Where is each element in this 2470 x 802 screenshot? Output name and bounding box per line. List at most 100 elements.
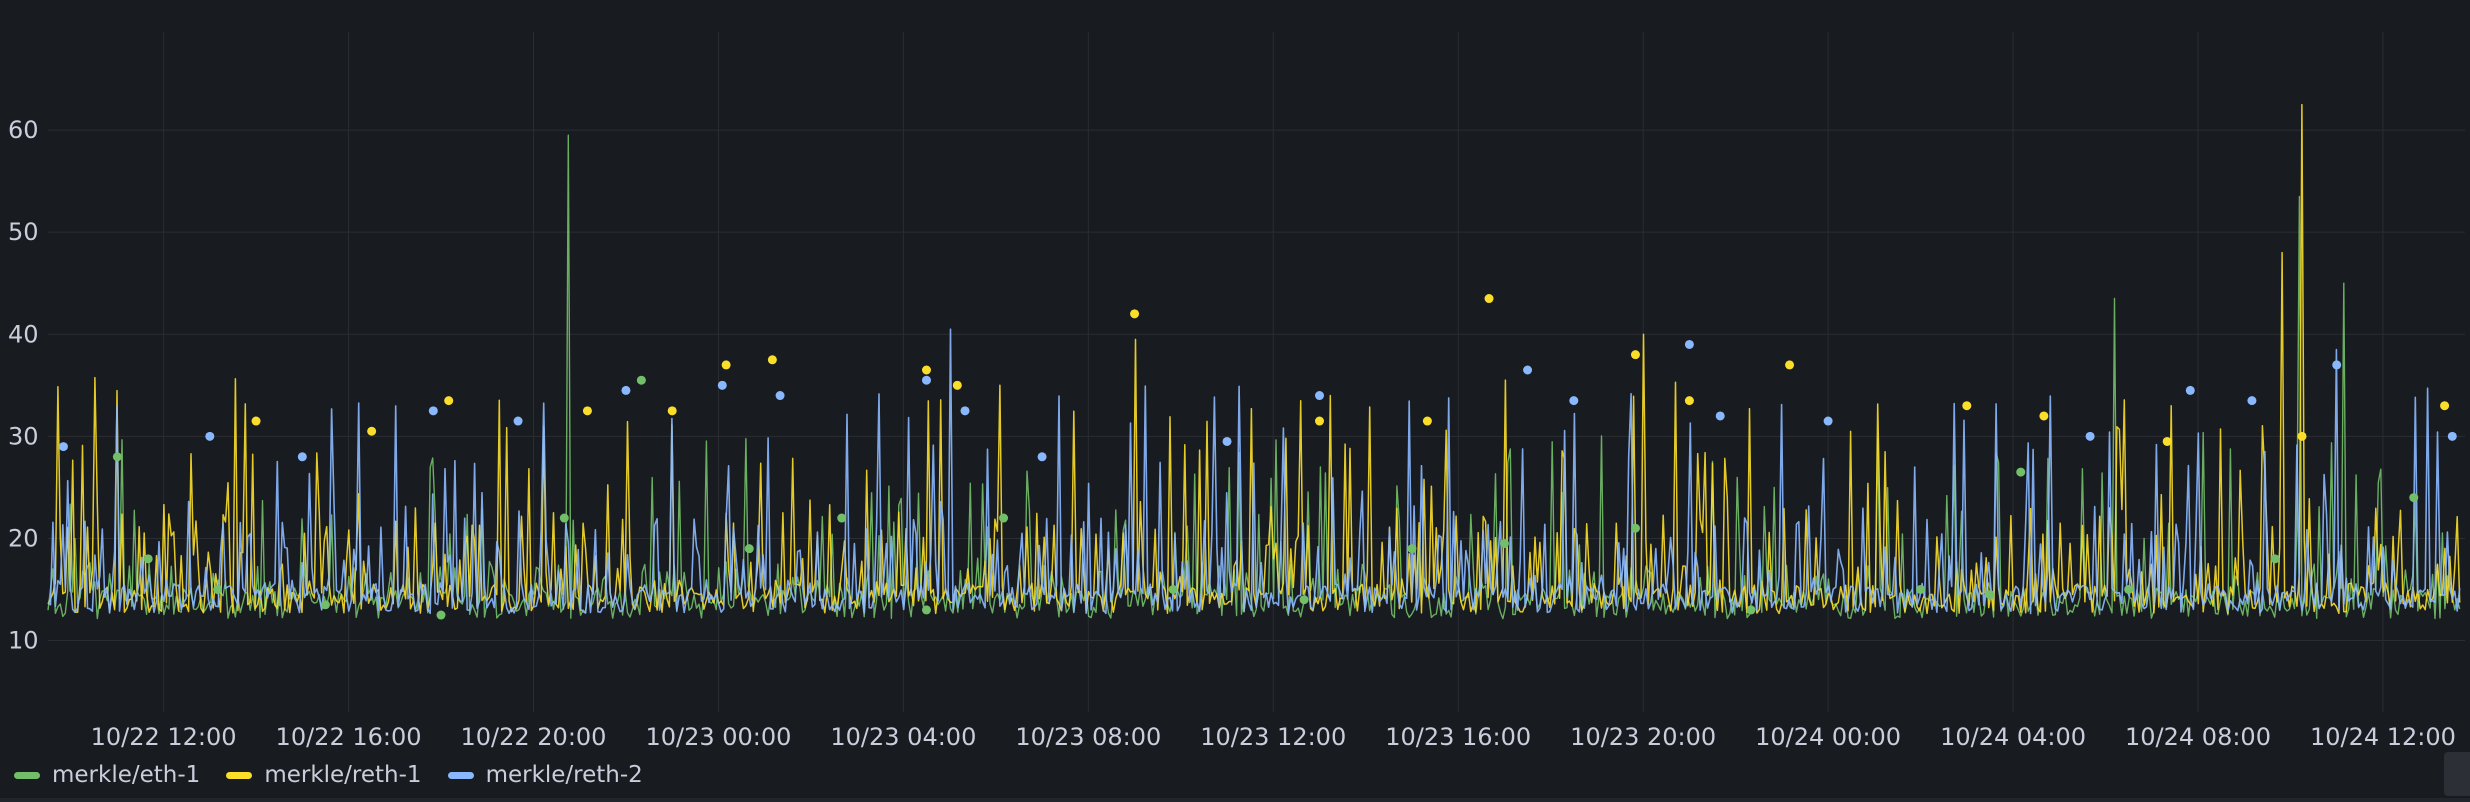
x-tick-label: 10/23 08:00 <box>1015 723 1161 750</box>
data-point-merkle-eth-1[interactable] <box>837 513 847 523</box>
x-tick-label: 10/24 04:00 <box>1940 723 2086 750</box>
y-tick-label: 40 <box>8 320 39 348</box>
data-point-merkle-reth-1[interactable] <box>1422 416 1432 426</box>
data-point-merkle-reth-1[interactable] <box>721 360 731 370</box>
data-point-merkle-reth-2[interactable] <box>1523 365 1533 375</box>
data-point-merkle-reth-1[interactable] <box>1962 401 1972 411</box>
data-point-merkle-reth-2[interactable] <box>2247 396 2257 406</box>
x-tick-label: 10/23 16:00 <box>1385 723 1531 750</box>
legend-label: merkle/reth-2 <box>485 762 643 788</box>
data-point-merkle-eth-1[interactable] <box>1168 584 1178 594</box>
data-point-merkle-eth-1[interactable] <box>1916 584 1926 594</box>
legend-item-merkle-reth-2[interactable]: merkle/reth-2 <box>447 762 643 788</box>
data-point-merkle-reth-2[interactable] <box>775 391 785 401</box>
data-point-merkle-reth-1[interactable] <box>2039 411 2049 421</box>
data-point-merkle-reth-1[interactable] <box>2162 436 2172 446</box>
data-point-merkle-eth-1[interactable] <box>559 513 569 523</box>
y-tick-label: 10 <box>8 627 39 655</box>
legend-swatch <box>447 771 474 779</box>
data-point-merkle-reth-1[interactable] <box>767 355 777 365</box>
data-point-merkle-reth-2[interactable] <box>513 416 523 426</box>
data-point-merkle-eth-1[interactable] <box>1407 544 1417 554</box>
time-series-chart[interactable]: 10 20 30 40 50 60 10/22 12:00 10/22 16:00 10/22 … <box>0 0 2470 750</box>
data-point-merkle-reth-1[interactable] <box>1130 309 1140 319</box>
legend-label: merkle/reth-1 <box>264 762 422 788</box>
scroll-handle[interactable] <box>2444 752 2470 796</box>
data-point-merkle-reth-2[interactable] <box>1684 339 1694 349</box>
data-point-merkle-eth-1[interactable] <box>1985 590 1995 600</box>
data-point-merkle-reth-2[interactable] <box>1037 452 1047 462</box>
x-tick-label: 10/24 08:00 <box>2125 723 2271 750</box>
data-point-merkle-eth-1[interactable] <box>999 513 1009 523</box>
x-tick-label: 10/23 12:00 <box>1200 723 1346 750</box>
series-layer <box>47 103 2461 620</box>
x-tick-label: 10/22 16:00 <box>276 723 422 750</box>
data-point-merkle-reth-2[interactable] <box>1715 411 1725 421</box>
data-point-merkle-eth-1[interactable] <box>320 600 330 610</box>
data-point-merkle-eth-1[interactable] <box>1746 605 1756 615</box>
data-point-merkle-eth-1[interactable] <box>1499 539 1509 549</box>
x-tick-label: 10/24 00:00 <box>1755 723 1901 750</box>
data-point-merkle-eth-1[interactable] <box>1630 523 1640 533</box>
data-point-merkle-reth-1[interactable] <box>582 406 592 416</box>
data-point-merkle-reth-1[interactable] <box>2297 431 2307 441</box>
data-point-merkle-eth-1[interactable] <box>2016 467 2026 477</box>
legend-swatch <box>226 771 253 779</box>
data-point-merkle-eth-1[interactable] <box>921 605 931 615</box>
data-point-merkle-eth-1[interactable] <box>744 544 754 554</box>
data-point-merkle-reth-2[interactable] <box>717 380 727 390</box>
data-point-merkle-reth-2[interactable] <box>1823 416 1833 426</box>
x-tick-label: 10/22 20:00 <box>460 723 606 750</box>
data-point-merkle-reth-1[interactable] <box>251 416 261 426</box>
data-point-merkle-reth-2[interactable] <box>2447 431 2457 441</box>
series-line-merkle-reth-2[interactable] <box>47 328 2461 615</box>
data-point-merkle-reth-1[interactable] <box>667 406 677 416</box>
panel-bottom-bar <box>0 798 2470 802</box>
data-point-merkle-reth-2[interactable] <box>58 442 68 452</box>
data-point-merkle-eth-1[interactable] <box>2270 554 2280 564</box>
data-point-merkle-reth-1[interactable] <box>444 396 454 406</box>
y-tick-label: 20 <box>8 524 39 552</box>
data-point-merkle-eth-1[interactable] <box>636 375 646 385</box>
legend-swatch <box>14 771 40 779</box>
series-line-merkle-reth-1[interactable] <box>47 103 2461 615</box>
legend-item-merkle-reth-1[interactable]: merkle/reth-1 <box>226 762 422 788</box>
y-tick-label: 50 <box>8 218 39 246</box>
x-tick-label: 10/24 12:00 <box>2310 723 2456 750</box>
data-point-merkle-eth-1[interactable] <box>1299 595 1309 605</box>
data-point-merkle-reth-1[interactable] <box>367 426 377 436</box>
data-point-merkle-reth-1[interactable] <box>1684 396 1694 406</box>
data-point-merkle-reth-2[interactable] <box>2332 360 2342 370</box>
data-point-merkle-eth-1[interactable] <box>112 452 122 462</box>
data-point-merkle-reth-2[interactable] <box>2185 385 2195 395</box>
data-point-merkle-reth-1[interactable] <box>1785 360 1795 370</box>
data-point-merkle-reth-1[interactable] <box>1484 294 1494 304</box>
legend-item-merkle-eth-1[interactable]: merkle/eth-1 <box>14 762 200 788</box>
axis-layer: 10 20 30 40 50 60 10/22 12:00 10/22 16:00 10/22 … <box>8 116 2456 750</box>
legend: merkle/eth-1 merkle/reth-1 merkle/reth-2 <box>14 762 643 788</box>
data-point-merkle-reth-2[interactable] <box>297 452 307 462</box>
x-tick-label: 10/23 04:00 <box>830 723 976 750</box>
data-point-merkle-eth-1[interactable] <box>2124 584 2134 594</box>
data-point-merkle-reth-2[interactable] <box>1569 396 1579 406</box>
data-point-merkle-eth-1[interactable] <box>213 584 223 594</box>
data-point-merkle-reth-2[interactable] <box>428 406 438 416</box>
data-point-merkle-reth-2[interactable] <box>2085 431 2095 441</box>
data-point-merkle-reth-1[interactable] <box>952 380 962 390</box>
data-point-merkle-eth-1[interactable] <box>2409 493 2419 503</box>
data-point-merkle-reth-2[interactable] <box>1222 436 1232 446</box>
data-point-merkle-reth-1[interactable] <box>2440 401 2450 411</box>
data-point-merkle-reth-2[interactable] <box>921 375 931 385</box>
data-point-merkle-eth-1[interactable] <box>143 554 153 564</box>
data-point-merkle-reth-2[interactable] <box>205 431 215 441</box>
data-point-merkle-reth-1[interactable] <box>1630 350 1640 360</box>
data-point-merkle-reth-1[interactable] <box>921 365 931 375</box>
x-tick-label: 10/23 00:00 <box>645 723 791 750</box>
data-point-merkle-reth-2[interactable] <box>621 385 631 395</box>
data-point-merkle-reth-2[interactable] <box>960 406 970 416</box>
data-point-merkle-reth-1[interactable] <box>1315 416 1325 426</box>
data-point-merkle-eth-1[interactable] <box>436 610 446 620</box>
x-tick-label: 10/23 20:00 <box>1570 723 1716 750</box>
data-point-merkle-reth-2[interactable] <box>1315 391 1325 401</box>
